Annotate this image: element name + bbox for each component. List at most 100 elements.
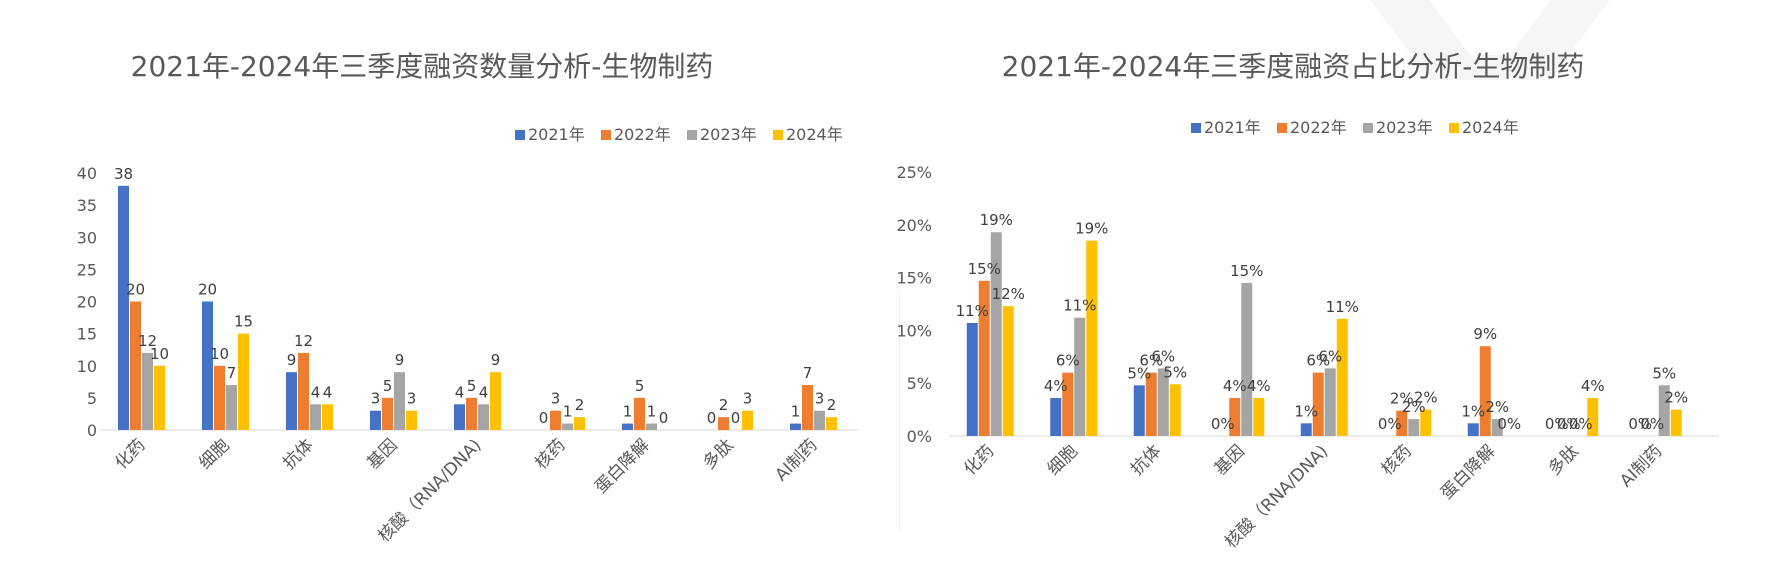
data-label: 1 [623, 403, 633, 421]
bar [1420, 409, 1432, 436]
bar [1587, 397, 1599, 436]
legend-swatch [1449, 123, 1459, 133]
y-tick-label: 25 [77, 260, 97, 279]
chart-title: 2021年-2024年三季度融资占比分析-生物制药 [1002, 50, 1585, 83]
y-tick-label: 5 [87, 389, 97, 408]
data-label: 9 [395, 351, 405, 369]
bar [742, 410, 753, 430]
y-tick-label: 30 [77, 228, 97, 247]
data-label: 1 [647, 403, 657, 421]
bar [286, 372, 297, 430]
bar [1300, 423, 1312, 436]
x-tick-label: 多肽 [1545, 441, 1583, 479]
bar [154, 365, 165, 430]
data-label: 3 [815, 390, 825, 408]
data-label: 2% [1390, 390, 1414, 408]
data-label: 0% [1569, 415, 1593, 433]
x-tick-label: 核药 [531, 435, 569, 473]
bar [394, 372, 405, 430]
x-tick-label: 抗体 [1127, 441, 1165, 479]
legend-label: 2023年 [700, 125, 757, 144]
data-label: 0% [1211, 415, 1235, 433]
data-label: 2 [575, 396, 585, 414]
chart-funding-share: 2021年-2024年三季度融资占比分析-生物制药 0% 5% 10% 15% 20% 2… [896, 50, 1719, 552]
data-label: 7 [227, 364, 237, 382]
legend: 2021年 2022年 2023年 2024年 [1191, 118, 1519, 137]
bar [1670, 409, 1682, 436]
data-label: 5 [467, 377, 477, 395]
legend-swatch [773, 130, 783, 140]
x-tick-label: 化药 [960, 441, 998, 479]
bar [454, 404, 465, 430]
data-label: 2% [1402, 398, 1426, 416]
bar [1396, 410, 1408, 436]
data-label: 9 [287, 351, 297, 369]
data-label: 0% [1628, 415, 1652, 433]
bar [1133, 385, 1145, 436]
bar [978, 280, 990, 436]
legend-label: 2024年 [1462, 118, 1519, 137]
bar [382, 397, 393, 430]
data-label: 5% [1127, 364, 1151, 382]
data-label: 1% [1294, 402, 1318, 420]
bars [966, 232, 1682, 436]
bar [490, 372, 501, 430]
data-label: 5% [1652, 364, 1676, 382]
data-label: 1 [563, 403, 573, 421]
bar [1336, 318, 1348, 436]
bar [1229, 397, 1241, 436]
data-label: 15% [1230, 262, 1263, 280]
bar [118, 185, 129, 430]
divider [899, 290, 900, 530]
data-label: 12 [294, 332, 313, 350]
data-label: 4 [479, 383, 489, 401]
chart-title: 2021年-2024年三季度融资数量分析-生物制药 [131, 50, 714, 83]
data-label: 0% [1545, 415, 1569, 433]
bar [990, 232, 1002, 436]
data-label: 4% [1223, 377, 1247, 395]
data-label: 6% [1139, 352, 1163, 370]
data-label: 1% [1461, 402, 1485, 420]
data-label: 11% [956, 302, 989, 320]
legend-swatch [601, 130, 611, 140]
x-tick-label: 多肽 [699, 435, 737, 473]
data-label: 4 [323, 383, 333, 401]
data-label: 11% [1326, 298, 1359, 316]
bar [1312, 372, 1324, 436]
y-tick-label: 0 [87, 421, 97, 440]
data-label: 4% [1044, 377, 1068, 395]
legend-label: 2024年 [786, 125, 843, 144]
bar [1479, 346, 1491, 436]
data-label: 3 [743, 390, 753, 408]
data-label: 5 [635, 377, 645, 395]
x-tick-label: 细胞 [1044, 441, 1082, 479]
data-label: 11% [1063, 297, 1096, 315]
bar [718, 417, 729, 430]
x-tick-label: 核药 [1378, 441, 1416, 479]
data-label: 12% [992, 285, 1025, 303]
data-label: 4 [311, 383, 321, 401]
data-labels: 11%15%19%12%4%6%11%19%5%6%6%5%0%4%15%4%1… [956, 211, 1689, 433]
bar [322, 404, 333, 430]
bar [790, 423, 801, 430]
data-label: 5% [1163, 363, 1187, 381]
data-label: 2% [1485, 398, 1509, 416]
data-label: 0 [539, 409, 549, 427]
bar [1408, 419, 1420, 436]
data-label: 0 [659, 409, 669, 427]
data-label: 9% [1473, 325, 1497, 343]
y-tick-label: 40 [77, 164, 97, 183]
data-label: 2% [1664, 389, 1688, 407]
legend-label: 2022年 [614, 125, 671, 144]
data-label: 5 [383, 377, 393, 395]
data-label: 15% [968, 260, 1001, 278]
legend-swatch [687, 130, 697, 140]
data-label: 2 [719, 396, 729, 414]
bar [826, 417, 837, 430]
bar [646, 423, 657, 430]
data-label: 6% [1056, 352, 1080, 370]
bar [466, 397, 477, 430]
bar [814, 410, 825, 430]
